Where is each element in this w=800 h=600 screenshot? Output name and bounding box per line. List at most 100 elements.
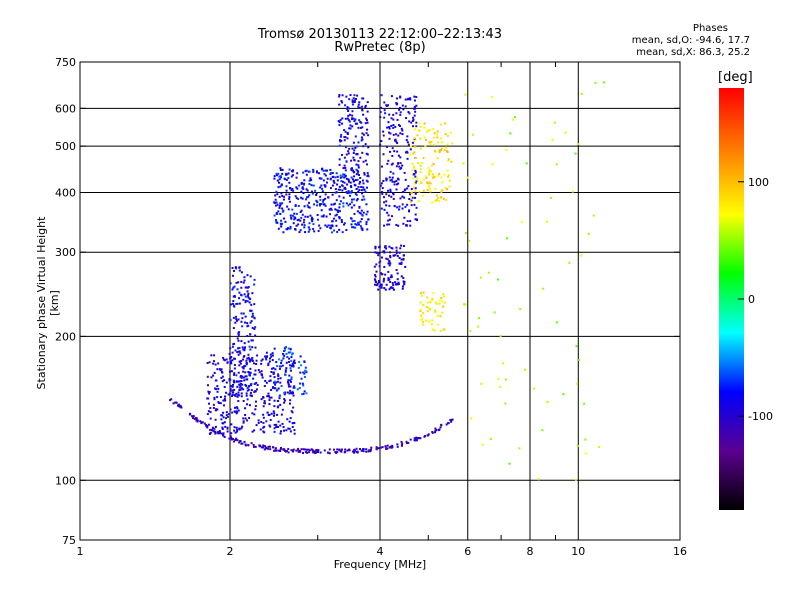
data-point bbox=[246, 357, 249, 360]
data-point bbox=[377, 447, 380, 450]
data-point bbox=[411, 162, 414, 165]
data-point bbox=[278, 367, 281, 370]
data-point bbox=[277, 400, 280, 403]
data-point bbox=[303, 179, 306, 182]
data-point bbox=[365, 223, 368, 226]
data-point bbox=[519, 308, 522, 311]
data-point bbox=[388, 126, 391, 129]
data-point bbox=[555, 321, 558, 324]
data-point bbox=[367, 146, 370, 149]
data-point bbox=[422, 194, 425, 197]
data-point bbox=[357, 103, 360, 106]
data-point bbox=[328, 208, 331, 211]
data-point bbox=[412, 116, 415, 119]
data-point bbox=[412, 118, 415, 121]
data-point bbox=[214, 425, 217, 428]
data-point bbox=[345, 177, 348, 180]
data-point bbox=[270, 388, 273, 391]
data-point bbox=[273, 376, 276, 379]
data-point bbox=[384, 245, 387, 248]
data-point bbox=[240, 312, 243, 315]
data-point bbox=[247, 444, 250, 447]
data-point bbox=[356, 122, 359, 125]
data-point bbox=[389, 280, 392, 283]
data-point bbox=[404, 151, 407, 154]
data-point bbox=[239, 388, 242, 391]
data-point bbox=[290, 365, 293, 368]
data-point bbox=[238, 394, 241, 397]
data-point bbox=[275, 204, 278, 207]
data-point bbox=[326, 177, 329, 180]
data-point bbox=[362, 186, 365, 189]
data-point bbox=[339, 210, 342, 213]
data-point bbox=[433, 143, 436, 146]
data-point bbox=[298, 231, 301, 234]
data-point bbox=[355, 153, 358, 156]
data-point bbox=[446, 143, 449, 146]
data-point bbox=[291, 352, 294, 355]
data-point bbox=[413, 139, 416, 142]
data-point bbox=[219, 369, 222, 372]
data-point bbox=[247, 340, 250, 343]
data-point bbox=[395, 112, 398, 115]
data-point bbox=[249, 394, 252, 397]
data-point bbox=[255, 388, 258, 391]
data-point bbox=[242, 388, 245, 391]
data-point bbox=[222, 432, 225, 435]
data-point bbox=[242, 370, 245, 373]
data-point bbox=[344, 169, 347, 172]
data-point bbox=[229, 361, 232, 364]
data-point bbox=[238, 346, 241, 349]
data-point bbox=[332, 203, 335, 206]
data-point bbox=[209, 417, 212, 420]
data-point bbox=[334, 176, 337, 179]
data-point bbox=[263, 448, 266, 451]
data-point bbox=[429, 301, 432, 304]
data-point bbox=[237, 391, 240, 394]
data-point bbox=[268, 445, 271, 448]
data-point bbox=[389, 190, 392, 193]
data-point bbox=[306, 215, 309, 218]
data-point bbox=[236, 395, 239, 398]
data-point bbox=[399, 162, 402, 165]
data-point bbox=[307, 448, 310, 451]
data-point bbox=[237, 353, 240, 356]
data-point bbox=[237, 347, 240, 350]
data-point bbox=[361, 229, 364, 232]
data-point bbox=[229, 389, 232, 392]
data-point bbox=[263, 400, 266, 403]
data-point bbox=[583, 402, 586, 405]
data-point bbox=[221, 375, 224, 378]
data-point bbox=[269, 425, 272, 428]
data-point bbox=[385, 204, 388, 207]
data-point bbox=[276, 388, 279, 391]
data-point bbox=[362, 160, 365, 163]
colorbar-tick-label: -100 bbox=[748, 410, 773, 423]
data-point bbox=[392, 172, 395, 175]
data-point bbox=[256, 354, 259, 357]
data-point bbox=[238, 441, 241, 444]
data-point bbox=[250, 339, 253, 342]
data-point bbox=[222, 356, 225, 359]
data-point bbox=[233, 381, 236, 384]
data-point bbox=[292, 450, 295, 453]
data-point bbox=[308, 206, 311, 209]
data-point bbox=[229, 392, 232, 395]
data-point bbox=[317, 449, 320, 452]
data-point bbox=[330, 203, 333, 206]
data-point bbox=[399, 124, 402, 127]
data-point bbox=[395, 246, 398, 249]
data-point bbox=[309, 177, 312, 180]
data-point bbox=[295, 212, 298, 215]
data-point bbox=[289, 430, 292, 433]
data-point bbox=[391, 147, 394, 150]
data-point bbox=[578, 358, 581, 361]
data-point bbox=[580, 254, 583, 257]
data-point bbox=[245, 403, 248, 406]
data-point bbox=[336, 448, 339, 451]
data-point bbox=[414, 145, 417, 148]
data-point bbox=[347, 152, 350, 155]
data-point bbox=[248, 416, 251, 419]
data-point bbox=[248, 373, 251, 376]
data-point bbox=[395, 97, 398, 100]
